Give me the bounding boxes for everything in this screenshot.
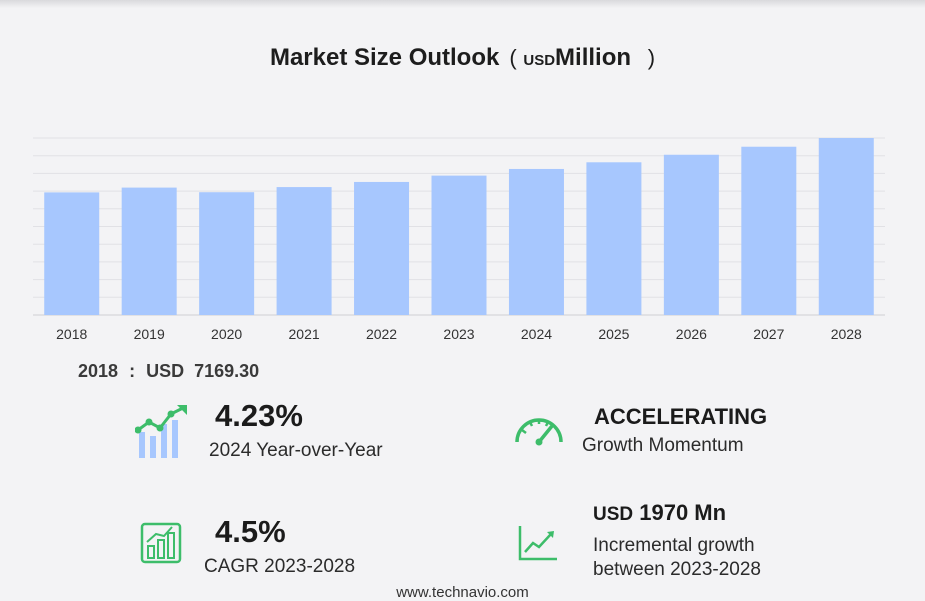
base-colon: : [129, 361, 136, 381]
base-year: 2018 [78, 361, 119, 381]
x-tick-2023: 2023 [443, 326, 474, 342]
source-footer: www.technavio.com [396, 584, 529, 601]
momentum-value: ACCELERATING [594, 404, 768, 429]
bar-2022 [354, 181, 410, 315]
incremental-amount: 1970 Mn [639, 500, 727, 525]
bar-2025 [586, 162, 642, 315]
bar-chart: 2018 2019 2020 2021 2022 2023 2024 2025 2026 2027… [33, 137, 885, 342]
growth-chart-icon [135, 405, 187, 458]
base-amount: 7169.30 [194, 361, 260, 381]
cagr-value: 4.5% [215, 514, 286, 549]
title-unit-currency: USD [523, 52, 556, 69]
incremental-label-2: between 2023-2028 [593, 559, 761, 580]
chart-bars [44, 138, 874, 315]
x-tick-2022: 2022 [366, 326, 397, 342]
speedometer-icon [515, 418, 563, 446]
title-unit-open: ( [509, 45, 517, 70]
x-tick-2018: 2018 [56, 326, 87, 342]
top-shadow-bar [0, 0, 925, 8]
incremental-currency: USD [593, 504, 634, 525]
title-unit-scale: Million [555, 44, 632, 71]
cagr-label: CAGR 2023-2028 [204, 556, 356, 577]
x-tick-2027: 2027 [753, 326, 784, 342]
bar-2024 [508, 168, 564, 315]
bar-2021 [276, 187, 332, 315]
base-year-value: 2018 : USD 7169.30 [78, 361, 259, 382]
chart-title: Market Size Outlook ( USDMillion ) [0, 44, 925, 72]
line-growth-icon [518, 526, 557, 561]
base-currency: USD [146, 361, 185, 381]
x-axis-ticks: 2018 2019 2020 2021 2022 2023 2024 2025 2026 2027… [56, 326, 862, 342]
bar-2023 [431, 175, 487, 315]
momentum-label: Growth Momentum [582, 435, 744, 456]
bar-2026 [663, 154, 719, 315]
incremental-value: USD 1970 Mn [593, 500, 726, 526]
x-tick-2020: 2020 [211, 326, 242, 342]
title-unit-close: ) [647, 45, 656, 70]
bar-2019 [121, 187, 177, 315]
x-tick-2024: 2024 [521, 326, 552, 342]
x-tick-2021: 2021 [289, 326, 320, 342]
x-tick-2019: 2019 [134, 326, 165, 342]
bar-2028 [818, 138, 874, 315]
bar-growth-icon [140, 522, 182, 564]
bar-2027 [741, 146, 797, 315]
yoy-value: 4.23% [215, 398, 303, 433]
x-tick-2025: 2025 [598, 326, 629, 342]
incremental-label-1: Incremental growth [593, 535, 755, 556]
x-tick-2026: 2026 [676, 326, 707, 342]
x-tick-2028: 2028 [831, 326, 862, 342]
title-text: Market Size Outlook [269, 44, 500, 71]
bar-2018 [44, 192, 100, 315]
bar-2020 [199, 192, 255, 315]
yoy-label: 2024 Year-over-Year [209, 440, 383, 461]
